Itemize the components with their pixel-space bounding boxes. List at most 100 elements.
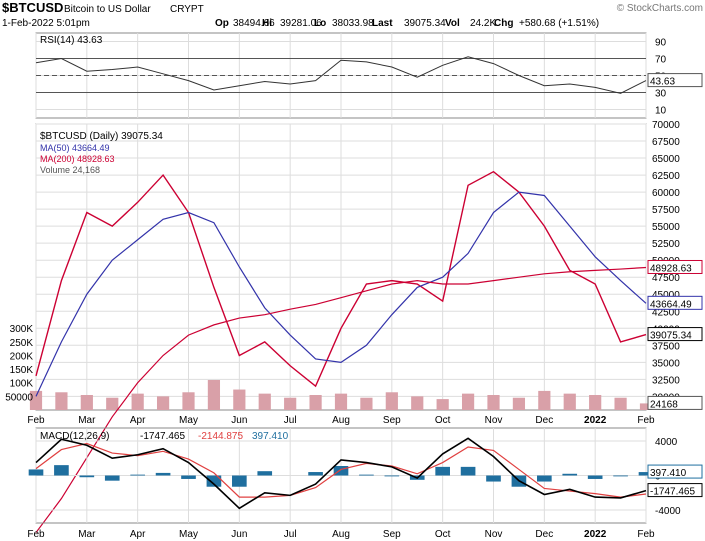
x-tick-label: Feb [637,415,655,426]
symbol: $BTCUSD [2,0,63,15]
volume-bar [55,392,68,410]
quote-label: Vol [445,18,460,29]
x-tick-label: Nov [485,415,503,426]
symbol-name: Bitcoin to US Dollar [64,4,151,15]
volume-bar [436,399,449,410]
price-box-label: 48928.63 [650,263,692,274]
volume-bar [131,393,144,410]
watermark: © StockCharts.com [617,3,703,14]
macd-histogram-bar [232,475,247,487]
x-tick-label: Nov [485,529,503,540]
x-tick-label: Feb [27,415,45,426]
macd-histogram-bar [308,472,323,476]
rsi-line [35,56,647,94]
x-axis: Feb Mar Apr May Jun Jul Aug Sep Oct Nov Dec 2022 Feb… [27,415,655,540]
price-tick-label: 52500 [652,239,680,250]
volume-bar [258,393,271,410]
macd-histogram-bar [181,475,196,479]
volume-bar [207,380,221,410]
macd-histogram-bar [79,475,95,478]
volume-bar [639,403,653,410]
rsi-tick-label: 70 [655,55,667,66]
volume-bar [360,397,373,410]
macd-histogram-bar [104,475,120,481]
x-tick-label: Sep [383,415,401,426]
macd-histogram-bar [613,475,628,477]
macd-line [35,437,647,510]
ma200-line [35,266,647,533]
volume-bar [538,390,551,410]
price-tick-label: 55000 [652,222,680,233]
macd-histogram-bar [460,466,476,476]
signal-legend-value: -2144.875 [198,431,243,442]
x-tick-label: Mar [78,529,96,540]
x-tick-label: Aug [332,529,350,540]
quote-value: 38033.98 [332,18,374,29]
price-box [647,395,703,410]
x-tick-label: Oct [435,415,451,426]
macd-histogram-bar [54,465,69,476]
price-tick-label: 45000 [652,290,680,301]
macd-histogram-bar [435,466,450,476]
x-tick-label: Dec [535,415,553,426]
quote-label: Hi [262,18,272,29]
price-tick-label: 32500 [652,375,680,386]
price-box [647,295,703,310]
macd-tick-label: -4000 [655,506,681,517]
price-box [647,327,703,342]
rsi-title: RSI(14) 43.63 [40,35,103,46]
volume-tick-label: 150K [10,365,34,376]
quote-value: 39075.34 [404,18,446,29]
x-tick-label: 2022 [584,415,607,426]
rsi-tick-label: 10 [655,106,667,117]
x-tick-label: Jun [231,415,247,426]
price-tick-label: 35000 [652,358,680,369]
volume-bar [182,392,195,410]
price-line [35,170,647,388]
exchange: CRYPT [170,4,204,15]
x-tick-label: Sep [383,529,401,540]
x-tick-label: Aug [332,415,350,426]
macd-histogram-bar [28,469,44,476]
price-tick-label: 60000 [652,188,680,199]
price-tick-label: 57500 [652,205,680,216]
macd-histogram-bar [130,474,145,476]
volume-bar [156,396,170,410]
quote-value: 39281.06 [280,18,322,29]
quote-value: 24.2K [470,18,496,29]
x-tick-label: May [179,415,198,426]
price-box-label: 43664.49 [650,299,692,310]
volume-legend: Volume 24,168 [40,165,100,175]
volume-bar [461,393,475,410]
volume-tick-label: 300K [10,324,34,335]
x-tick-label: Jul [284,529,297,540]
x-tick-label: May [179,529,198,540]
price-tick-label: 47500 [652,273,680,284]
macd-histogram-bar [359,474,374,476]
macd-histogram-bar [638,472,654,476]
macd-signal-line [35,442,647,498]
volume-bar [80,395,93,410]
volume-bar [487,395,500,410]
price-tick-label: 42500 [652,307,680,318]
quote-value: 38494.66 [233,18,275,29]
price-box-label: 43.63 [650,77,675,88]
volume-bar [385,392,398,410]
x-tick-label: 2022 [584,529,607,540]
histogram-legend-value: 397.410 [252,431,289,442]
quote-label: Op [215,18,229,29]
x-tick-label: Apr [130,415,146,426]
volume-bar [563,393,576,410]
x-tick-label: Feb [637,529,655,540]
rsi-tick-label: 30 [655,89,667,100]
quote-value: +580.68 (+1.51%) [519,18,599,29]
macd-histogram-bar [486,475,501,482]
volume-bar [29,390,43,410]
quote-label: Chg [494,18,513,29]
x-tick-label: Mar [78,415,96,426]
macd-title: MACD(12,26,9) [40,431,109,442]
x-tick-label: Oct [435,529,451,540]
price-tick-label: 67500 [652,137,680,148]
